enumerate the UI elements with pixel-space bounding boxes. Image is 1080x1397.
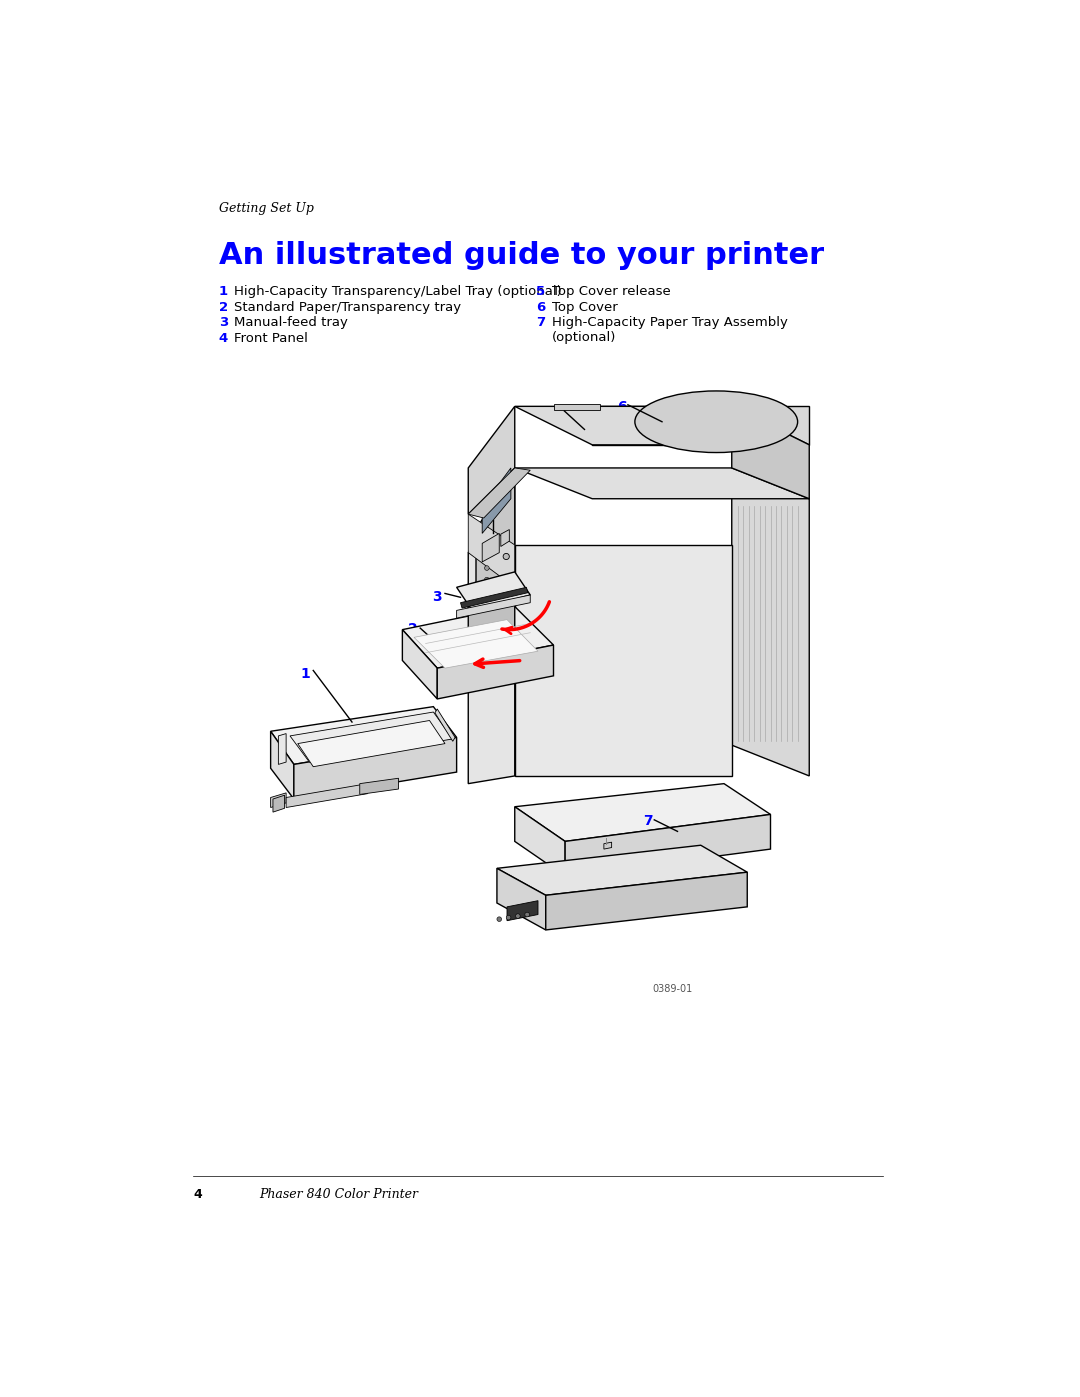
Circle shape — [497, 916, 501, 922]
Polygon shape — [565, 814, 770, 876]
Text: 4: 4 — [218, 331, 228, 345]
Polygon shape — [732, 407, 809, 499]
Polygon shape — [403, 630, 437, 698]
Polygon shape — [360, 778, 399, 795]
Polygon shape — [507, 901, 538, 921]
Polygon shape — [545, 872, 747, 930]
Polygon shape — [515, 545, 732, 775]
Text: 7: 7 — [537, 316, 545, 330]
Polygon shape — [457, 571, 530, 610]
Circle shape — [507, 915, 511, 921]
Circle shape — [503, 553, 510, 560]
Polygon shape — [469, 468, 515, 784]
Text: Phaser 840 Color Printer: Phaser 840 Color Printer — [259, 1187, 418, 1201]
Polygon shape — [437, 645, 554, 698]
Polygon shape — [271, 707, 457, 764]
Polygon shape — [604, 842, 611, 849]
Circle shape — [515, 914, 521, 918]
Ellipse shape — [635, 391, 798, 453]
Polygon shape — [403, 606, 554, 668]
Text: 6: 6 — [537, 300, 545, 314]
Text: Getting Set Up: Getting Set Up — [218, 203, 313, 215]
Polygon shape — [271, 793, 286, 807]
Polygon shape — [482, 534, 499, 562]
Polygon shape — [460, 587, 528, 608]
Polygon shape — [469, 514, 515, 587]
Polygon shape — [592, 407, 809, 444]
Circle shape — [525, 912, 529, 916]
Text: 3: 3 — [432, 590, 442, 604]
Text: 5: 5 — [555, 407, 565, 420]
Polygon shape — [515, 407, 809, 444]
Text: High-Capacity Paper Tray Assembly
(optional): High-Capacity Paper Tray Assembly (optio… — [552, 316, 787, 344]
Text: 4: 4 — [483, 514, 492, 528]
Polygon shape — [554, 404, 600, 411]
Polygon shape — [515, 806, 565, 876]
Text: 2: 2 — [407, 622, 417, 636]
Polygon shape — [469, 584, 515, 645]
Polygon shape — [469, 468, 530, 518]
Text: Manual-feed tray: Manual-feed tray — [234, 316, 348, 330]
Polygon shape — [271, 731, 294, 799]
Circle shape — [485, 577, 489, 583]
Polygon shape — [515, 784, 770, 841]
Polygon shape — [469, 407, 515, 514]
Polygon shape — [414, 620, 538, 668]
Text: High-Capacity Transparency/Label Tray (optional): High-Capacity Transparency/Label Tray (o… — [234, 285, 562, 299]
Text: 6: 6 — [617, 400, 626, 414]
Text: Top Cover: Top Cover — [552, 300, 618, 314]
Polygon shape — [298, 721, 445, 767]
Text: 4: 4 — [193, 1187, 202, 1201]
Text: 2: 2 — [218, 300, 228, 314]
Text: Top Cover release: Top Cover release — [552, 285, 671, 299]
Polygon shape — [279, 733, 286, 764]
Polygon shape — [497, 845, 747, 895]
Polygon shape — [732, 468, 809, 775]
Polygon shape — [457, 595, 530, 617]
Polygon shape — [482, 468, 511, 534]
Polygon shape — [476, 468, 515, 622]
Text: 1: 1 — [300, 666, 310, 680]
Polygon shape — [294, 738, 457, 799]
Polygon shape — [273, 795, 284, 812]
Text: 3: 3 — [218, 316, 228, 330]
Polygon shape — [501, 529, 510, 546]
Text: 0389-01: 0389-01 — [652, 983, 693, 993]
Text: Standard Paper/Transparency tray: Standard Paper/Transparency tray — [234, 300, 461, 314]
Text: An illustrated guide to your printer: An illustrated guide to your printer — [218, 240, 824, 270]
Text: 1: 1 — [218, 285, 228, 299]
Polygon shape — [497, 869, 545, 930]
Circle shape — [485, 566, 489, 570]
Polygon shape — [291, 712, 453, 763]
Polygon shape — [515, 468, 809, 499]
Text: 7: 7 — [644, 814, 653, 828]
Text: 5: 5 — [537, 285, 545, 299]
Polygon shape — [286, 784, 367, 807]
Polygon shape — [435, 708, 455, 742]
Text: Front Panel: Front Panel — [234, 331, 308, 345]
